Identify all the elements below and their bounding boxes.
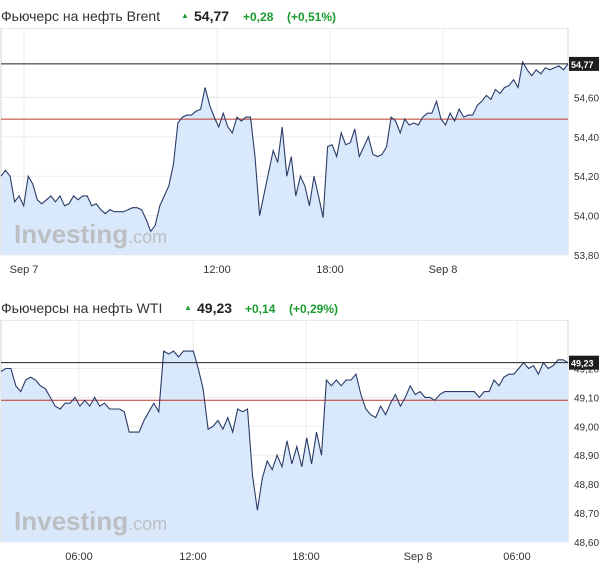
brent-change-pct: (+0,51%) bbox=[287, 10, 337, 24]
x-tick-label: Sep 7 bbox=[10, 264, 39, 276]
wti-price: 49,23 bbox=[197, 300, 233, 316]
brent-panel: Фьючерс на нефть Brent ▲ 54,77 +0,28 (+0… bbox=[0, 0, 600, 276]
brent-chart: Sep 7 12:00 18:00 Sep 8 53,80 54,00 54,20 54,40… bbox=[0, 28, 599, 276]
last-price-tag bbox=[569, 56, 599, 71]
x-tick-label: Sep 8 bbox=[404, 551, 433, 563]
y-tick-label: 49,00 bbox=[574, 422, 599, 433]
x-tick-label: 18:00 bbox=[292, 551, 320, 563]
brent-price: 54,77 bbox=[194, 8, 230, 24]
brent-header: Фьючерс на нефть Brent ▲ 54,77 +0,28 (+0… bbox=[0, 0, 600, 28]
wti-chart: 06:00 12:00 18:00 Sep 8 06:00 48,60 48,70 48,80… bbox=[0, 320, 599, 563]
investing-watermark: Investing.com bbox=[14, 506, 167, 536]
price-line bbox=[0, 350, 569, 511]
y-tick-label: 48,90 bbox=[574, 451, 599, 462]
y-tick-label: 54,00 bbox=[574, 212, 599, 223]
y-tick-label: 49,20 bbox=[574, 364, 599, 375]
price-area bbox=[1, 61, 568, 256]
x-tick-label: 12:00 bbox=[179, 551, 207, 563]
y-tick-label: 54,60 bbox=[574, 93, 599, 104]
y-tick-label: 54,40 bbox=[574, 133, 599, 144]
y-tick-label: 48,80 bbox=[574, 480, 599, 491]
y-tick-label: 54,20 bbox=[574, 172, 599, 183]
price-area bbox=[1, 351, 568, 542]
x-tick-label: 06:00 bbox=[503, 551, 531, 563]
investing-watermark: Investing.com bbox=[14, 219, 167, 249]
price-line bbox=[0, 60, 569, 233]
x-tick-label: 06:00 bbox=[65, 551, 93, 563]
x-tick-label: Sep 8 bbox=[429, 264, 458, 276]
wti-header: Фьючерсы на нефть WTI ▲ 49,23 +0,14 (+0,… bbox=[0, 292, 600, 320]
x-tick-label: 18:00 bbox=[316, 264, 344, 276]
wti-change: +0,14 bbox=[245, 302, 276, 316]
up-arrow-icon: ▲ bbox=[184, 303, 192, 312]
wti-panel: Фьючерсы на нефть WTI ▲ 49,23 +0,14 (+0,… bbox=[0, 292, 600, 581]
wti-change-pct: (+0,29%) bbox=[289, 302, 339, 316]
last-price-label: 54,77 bbox=[571, 60, 594, 70]
y-tick-label: 53,80 bbox=[574, 251, 599, 262]
wti-title: Фьючерсы на нефть WTI bbox=[1, 300, 163, 316]
y-tick-label: 49,10 bbox=[574, 393, 599, 404]
brent-change: +0,28 bbox=[243, 10, 274, 24]
brent-title: Фьючерс на нефть Brent bbox=[1, 8, 161, 24]
last-price-label: 49,23 bbox=[571, 359, 594, 369]
up-arrow-icon: ▲ bbox=[181, 11, 189, 20]
y-tick-label: 48,70 bbox=[574, 509, 599, 520]
y-tick-label: 48,60 bbox=[574, 538, 599, 549]
last-price-tag bbox=[569, 355, 599, 370]
x-tick-label: 12:00 bbox=[203, 264, 231, 276]
